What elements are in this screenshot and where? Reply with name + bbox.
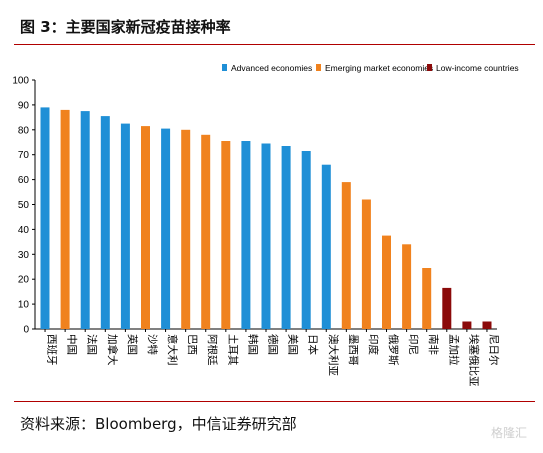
legend-swatch-emerging	[316, 64, 321, 71]
source-note: 资料来源：Bloomberg，中信证券研究部	[20, 415, 297, 433]
bar-20	[422, 268, 432, 329]
y-tick-label: 0	[23, 325, 29, 336]
y-tick-label: 60	[18, 175, 30, 186]
x-tick-label: 沙特	[146, 334, 158, 355]
x-tick-label: 南非	[427, 334, 440, 355]
chart-legend: Advanced economies Emerging market econom…	[222, 63, 519, 73]
bar-13	[281, 146, 291, 329]
bar-22	[462, 321, 472, 329]
bar-10	[221, 141, 231, 329]
title-rule	[14, 44, 535, 45]
legend-label-advanced: Advanced economies	[231, 63, 312, 73]
x-tick-label: 法国	[86, 334, 99, 355]
y-tick-label: 20	[18, 275, 30, 286]
y-tick-label: 40	[18, 225, 30, 236]
bar-4	[100, 116, 110, 329]
bar-6	[141, 126, 150, 329]
y-tick-label: 100	[12, 76, 29, 87]
bar-chart: 0 10 20 30 40 50 60 70 80 90 100 西班牙 中国 法国 加拿大 英国 沙特 意大利…	[12, 63, 519, 387]
bar-18	[382, 235, 391, 329]
bar-7	[161, 128, 171, 329]
x-tick-label: 印尼	[407, 334, 419, 355]
bar-15	[321, 164, 331, 329]
bar-8	[181, 129, 191, 329]
x-tick-label: 英国	[126, 334, 139, 355]
x-tick-label: 墨西哥	[347, 334, 359, 366]
bar-3	[80, 111, 90, 329]
y-tick-label: 10	[18, 300, 30, 311]
chart-axes: 0 10 20 30 40 50 60 70 80 90 100	[12, 76, 497, 336]
bar-1	[40, 107, 50, 330]
chart-bars	[40, 107, 492, 330]
bar-5	[120, 123, 130, 329]
bar-19	[402, 244, 412, 329]
figure-title: 图 3：主要国家新冠疫苗接种率	[20, 18, 231, 36]
x-tick-label: 中国	[66, 334, 79, 355]
x-tick-label: 俄罗斯	[387, 334, 400, 366]
x-tick-labels: 西班牙 中国 法国 加拿大 英国 沙特 意大利 巴西 阿根廷 土耳其 韩国 德国 美国 日本 澳大利亚 墨西哥…	[44, 329, 501, 387]
bar-17	[361, 199, 371, 329]
y-tick-label: 50	[18, 200, 30, 211]
bar-12	[261, 143, 271, 329]
bar-14	[301, 151, 311, 329]
legend-swatch-lowincome	[427, 64, 432, 71]
x-tick-label: 印度	[367, 334, 380, 355]
source-rule	[14, 401, 535, 402]
x-tick-label: 德国	[267, 334, 280, 355]
y-tick-label: 30	[18, 250, 30, 261]
legend-label-lowincome: Low-income countries	[436, 63, 519, 73]
x-tick-label: 意大利	[166, 334, 179, 366]
bar-2	[60, 109, 70, 330]
bar-16	[341, 182, 351, 329]
bar-11	[241, 141, 251, 329]
watermark-logo: 格隆汇	[490, 426, 527, 440]
x-tick-label: 阿根廷	[206, 334, 219, 366]
x-tick-label: 韩国	[246, 334, 259, 355]
bar-23	[482, 321, 492, 329]
legend-label-emerging: Emerging market economies	[325, 63, 433, 73]
x-tick-label: 美国	[287, 334, 300, 355]
y-tick-label: 90	[18, 100, 30, 111]
x-tick-label: 巴西	[186, 334, 198, 355]
y-tick-label: 80	[18, 125, 30, 136]
x-tick-label: 尼日尔	[488, 334, 501, 366]
x-tick-label: 埃塞俄比亚	[467, 334, 480, 387]
x-tick-label: 西班牙	[46, 334, 58, 366]
x-tick-label: 日本	[307, 334, 320, 355]
legend-swatch-advanced	[222, 64, 227, 71]
x-tick-label: 孟加拉	[447, 334, 460, 366]
x-tick-label: 加拿大	[106, 334, 119, 366]
x-tick-label: 土耳其	[226, 334, 239, 366]
bar-21	[442, 287, 452, 329]
x-tick-label: 澳大利亚	[327, 334, 340, 376]
bar-9	[201, 134, 211, 329]
y-tick-label: 70	[18, 150, 30, 161]
